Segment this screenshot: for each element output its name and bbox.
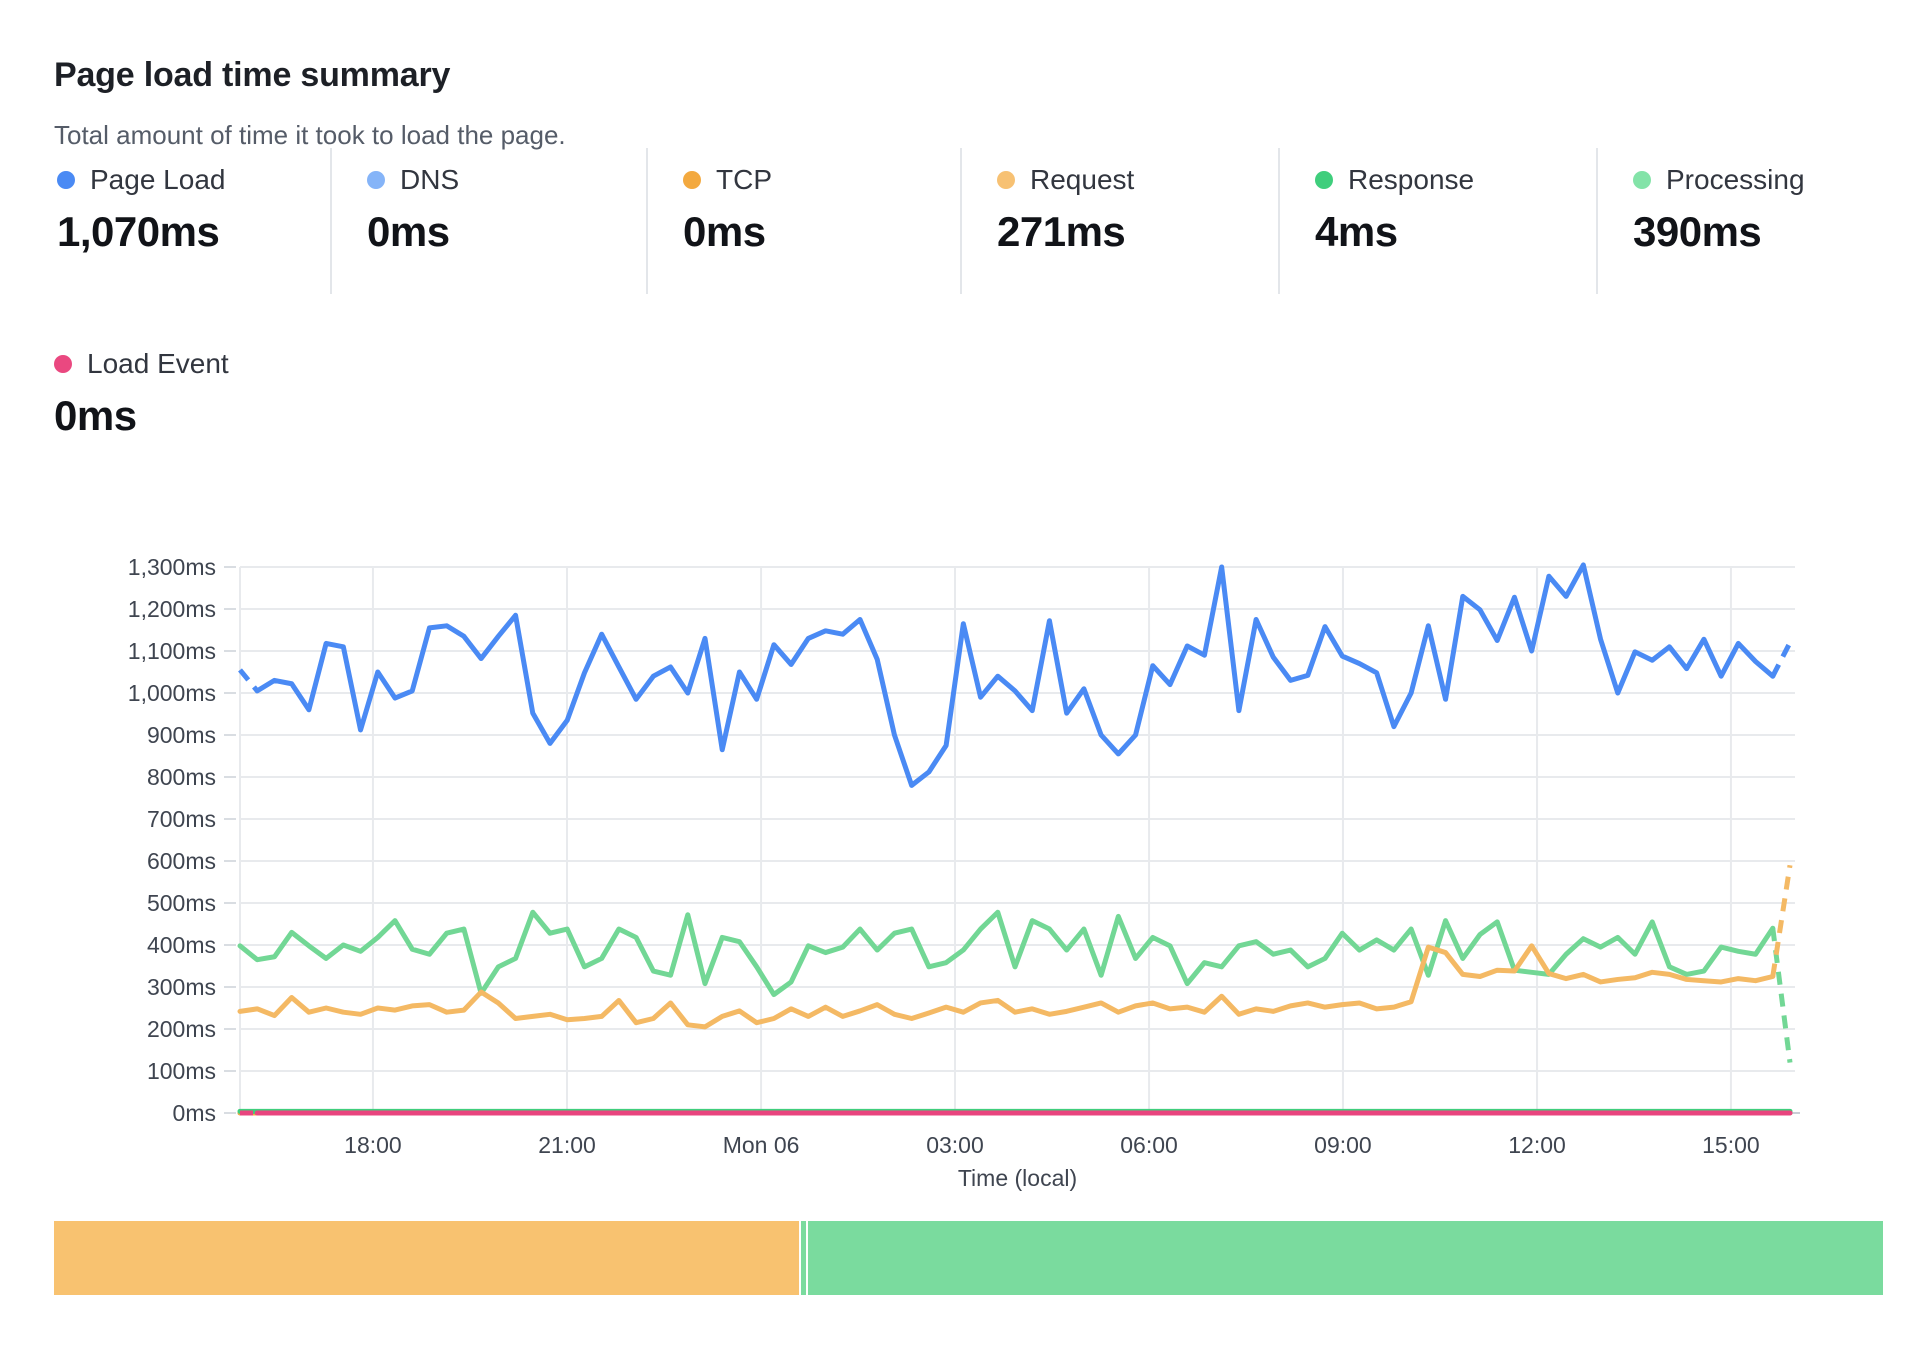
y-axis-label: 900ms — [147, 722, 216, 748]
x-axis-label: Mon 06 — [723, 1132, 800, 1158]
stat-label: TCP — [716, 164, 772, 195]
bar-segment-passing[interactable] — [807, 1221, 1883, 1295]
y-axis-label: 800ms — [147, 764, 216, 790]
stat-value: 271ms — [997, 208, 1126, 255]
y-axis-label: 1,300ms — [128, 554, 216, 580]
status-timeline-bar — [54, 1221, 1883, 1295]
y-axis-label: 500ms — [147, 890, 216, 916]
bar-segment-gap — [805, 1221, 808, 1295]
x-axis-label: 03:00 — [926, 1132, 984, 1158]
x-axis-label: 21:00 — [538, 1132, 596, 1158]
y-axis-label: 700ms — [147, 806, 216, 832]
stat-value: 0ms — [683, 208, 766, 255]
stat-value: 4ms — [1315, 208, 1398, 255]
stat-load-event[interactable]: Load Event 0ms — [54, 332, 229, 478]
stat-processing[interactable]: Processing 390ms — [1596, 148, 1910, 294]
stat-value: 0ms — [54, 392, 137, 439]
x-axis-label: 12:00 — [1508, 1132, 1566, 1158]
request-dot-icon — [997, 171, 1015, 189]
stat-label: DNS — [400, 164, 460, 195]
y-axis-label: 1,000ms — [128, 680, 216, 706]
dns-dot-icon — [367, 171, 385, 189]
x-axis-title: Time (local) — [958, 1165, 1077, 1191]
y-axis-label: 0ms — [173, 1100, 216, 1126]
bar-segment-gap — [799, 1221, 801, 1295]
stat-value: 1,070ms — [57, 208, 220, 255]
x-axis-label: 09:00 — [1314, 1132, 1372, 1158]
response-dot-icon — [1315, 171, 1333, 189]
stat-dns[interactable]: DNS 0ms — [330, 148, 646, 294]
page-load-dot-icon — [57, 171, 75, 189]
y-axis-label: 600ms — [147, 848, 216, 874]
processing-dot-icon — [1633, 171, 1651, 189]
x-axis-label: 18:00 — [344, 1132, 402, 1158]
series-request-line — [237, 943, 1776, 1030]
y-axis-label: 200ms — [147, 1016, 216, 1042]
bar-segment-degraded[interactable] — [54, 1221, 799, 1295]
stat-label: Page Load — [90, 164, 226, 195]
stat-value: 390ms — [1633, 208, 1762, 255]
bar-segment-passing[interactable] — [800, 1221, 806, 1295]
series-page-load-dashed-end — [1770, 641, 1793, 678]
series-page-load-line — [254, 562, 1776, 788]
y-axis-label: 300ms — [147, 974, 216, 1000]
page-subtitle: Total amount of time it took to load the… — [54, 120, 566, 150]
y-axis-label: 1,100ms — [128, 638, 216, 664]
x-axis-label: 06:00 — [1120, 1132, 1178, 1158]
load-event-dot-icon — [54, 355, 72, 373]
series-request-dashed-end — [1770, 864, 1793, 977]
stat-label: Processing — [1666, 164, 1805, 195]
page-title: Page load time summary — [54, 56, 451, 95]
stat-value: 0ms — [367, 208, 450, 255]
stat-response[interactable]: Response 4ms — [1278, 148, 1596, 294]
y-axis-label: 100ms — [147, 1058, 216, 1084]
stat-request[interactable]: Request 271ms — [960, 148, 1278, 294]
y-axis-label: 1,200ms — [128, 596, 216, 622]
stat-page-load[interactable]: Page Load 1,070ms — [54, 148, 330, 294]
stat-label: Load Event — [87, 348, 229, 379]
series-processing-line — [237, 909, 1776, 998]
y-axis-label: 400ms — [147, 932, 216, 958]
stat-label: Request — [1030, 164, 1135, 195]
tcp-dot-icon — [683, 171, 701, 189]
x-axis-label: 15:00 — [1702, 1132, 1760, 1158]
series-page-load-dashed-start — [238, 668, 260, 693]
stat-tcp[interactable]: TCP 0ms — [646, 148, 960, 294]
stat-label: Response — [1348, 164, 1475, 195]
